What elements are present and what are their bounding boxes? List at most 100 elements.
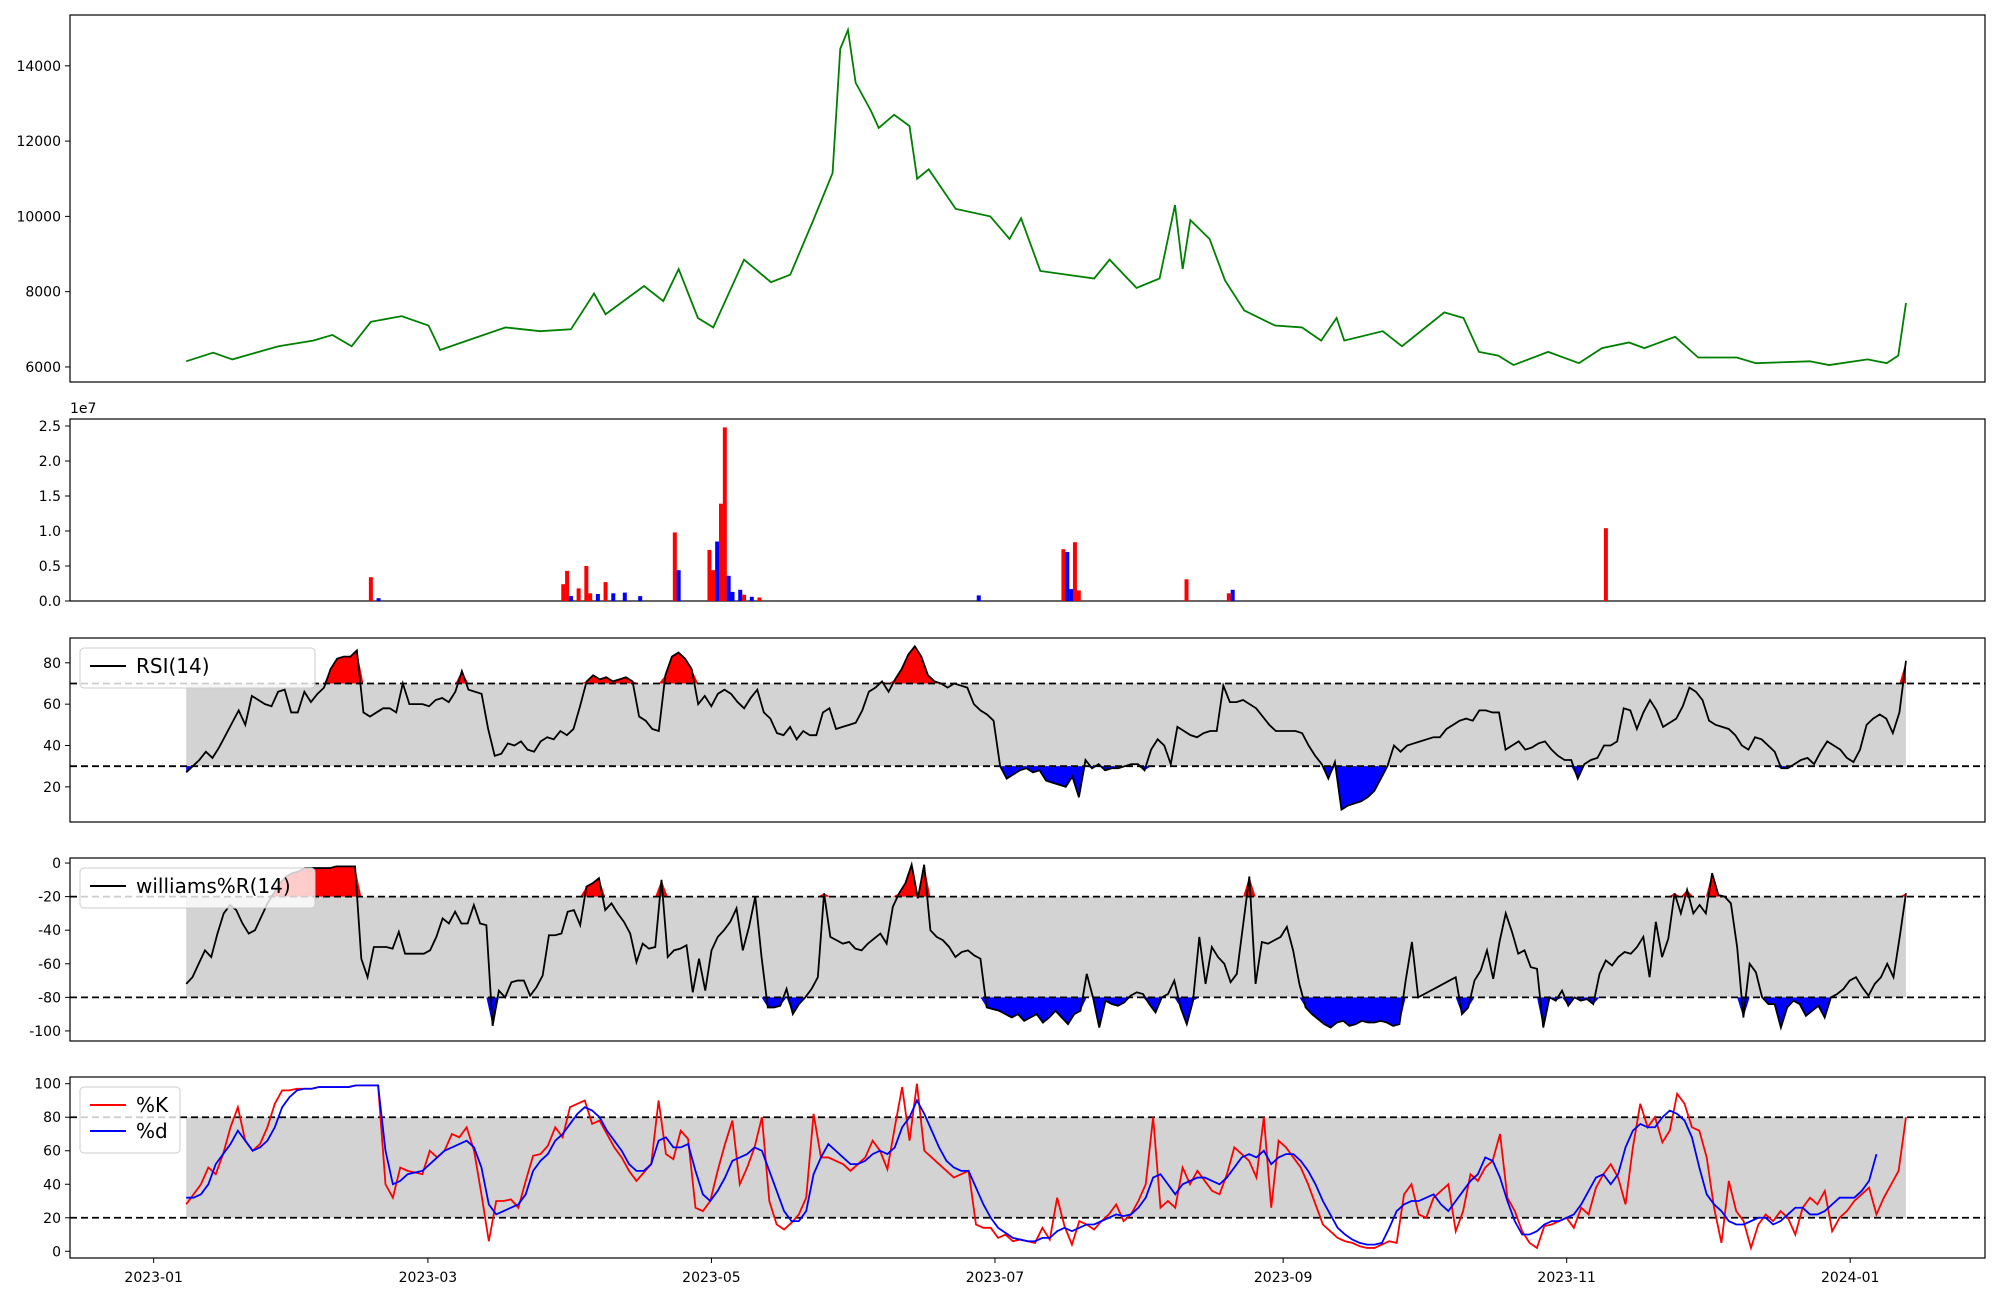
volume-bar — [588, 593, 593, 601]
volume-bar — [1069, 589, 1074, 601]
x-tick-label: 2024-01 — [1821, 1270, 1880, 1286]
y-tick-label: 12000 — [16, 134, 61, 150]
price-panel: 6000 8000 10000 12000 14000 — [16, 14, 1986, 383]
y-tick-label: 2.0 — [39, 454, 61, 470]
x-tick-label: 2023-03 — [399, 1270, 458, 1286]
volume-bar — [1226, 593, 1231, 601]
legend-label: %d — [136, 1119, 168, 1143]
y-tick-label: 60 — [43, 697, 61, 713]
neutral-band — [186, 683, 1906, 767]
volume-bar — [603, 582, 608, 601]
volume-bar — [1184, 579, 1189, 601]
volume-bar — [672, 532, 677, 601]
volume-bar — [622, 592, 627, 601]
volume-bar — [611, 593, 616, 601]
y-tick-label: 0 — [52, 856, 61, 872]
y-tick-label: 14000 — [16, 59, 61, 75]
neutral-band — [186, 896, 1906, 998]
x-tick-label: 2023-01 — [124, 1270, 183, 1286]
y-tick-label: 80 — [43, 656, 61, 672]
volume-bar — [1072, 542, 1077, 601]
y-tick-label: 60 — [43, 1144, 61, 1160]
y-tick-label: 1.0 — [39, 524, 61, 540]
volume-bar — [738, 589, 743, 601]
y-tick-label: 80 — [43, 1110, 61, 1126]
volume-bar — [707, 549, 712, 601]
y-tick-label: -60 — [38, 957, 61, 973]
y-tick-label: 8000 — [25, 285, 61, 301]
overbought-fill — [186, 646, 1906, 684]
d-line — [186, 1084, 1878, 1246]
legend: williams%R(14) — [79, 867, 316, 909]
volume-bar — [1230, 589, 1235, 601]
y-tick-label: 0.5 — [39, 559, 61, 575]
y-tick-label: 2.5 — [39, 419, 61, 435]
volume-bar — [676, 570, 681, 601]
plot-frame — [69, 418, 1986, 602]
volume-bar — [1076, 590, 1081, 601]
legend-label: %K — [136, 1093, 169, 1117]
plot-frame — [69, 1076, 1986, 1259]
y-tick-label: 40 — [43, 739, 61, 755]
volume-bar — [749, 596, 754, 601]
volume-bar — [757, 597, 762, 601]
stochastic-panel: 0 20 40 60 80 100 %K%d — [34, 1076, 1986, 1260]
volume-bar — [742, 594, 747, 601]
williams-panel: -100 -80 -60 -40 -20 0 williams%R(14) — [29, 856, 1986, 1042]
volume-bar — [568, 596, 573, 601]
y-tick-label: -20 — [38, 890, 61, 906]
shared-x-axis: 2023-01 2023-03 2023-05 2023-07 2023-09 2023-… — [124, 1258, 1879, 1286]
volume-bar — [576, 588, 581, 601]
volume-bar — [376, 598, 381, 601]
volume-bar — [1603, 528, 1608, 601]
volume-bar — [722, 427, 727, 601]
x-tick-label: 2023-05 — [682, 1270, 741, 1286]
legend-label: RSI(14) — [136, 654, 210, 678]
volume-bar — [1065, 552, 1070, 601]
y-offset-label: 1e7 — [70, 401, 96, 417]
volume-bar — [561, 584, 566, 601]
oversold-fill — [186, 997, 1906, 1028]
volume-bar — [715, 541, 720, 601]
rsi-line — [185, 644, 1907, 812]
x-tick-label: 2023-09 — [1254, 1270, 1313, 1286]
y-tick-label: -100 — [29, 1024, 61, 1040]
x-tick-label: 2023-11 — [1537, 1270, 1596, 1286]
y-tick-label: -80 — [38, 990, 61, 1006]
y-tick-label: 40 — [43, 1177, 61, 1193]
y-tick-label: 0.0 — [39, 594, 61, 610]
plot-frame — [69, 637, 1986, 823]
legend: %K%d — [79, 1086, 181, 1154]
volume-bar — [638, 596, 643, 601]
y-tick-label: 20 — [43, 1211, 61, 1227]
y-tick-label: 6000 — [25, 360, 61, 376]
y-tick-label: 100 — [34, 1077, 61, 1093]
rsi-panel: 20 40 60 80 RSI(14) — [43, 637, 1986, 823]
y-tick-label: -40 — [38, 923, 61, 939]
plot-frame — [69, 14, 1986, 383]
legend: RSI(14) — [79, 647, 316, 689]
y-tick-label: 1.5 — [39, 489, 61, 505]
volume-panel: 0.0 0.5 1.0 1.5 2.0 2.5 1e7 — [39, 401, 1986, 610]
volume-bar — [730, 591, 735, 601]
volume-bar — [368, 577, 373, 601]
volume-bar — [726, 575, 731, 601]
williams-line — [185, 861, 1907, 1031]
y-tick-label: 20 — [43, 780, 61, 796]
oversold-fill — [186, 766, 1906, 810]
y-tick-label: 10000 — [16, 209, 61, 225]
volume-bar — [1061, 549, 1066, 601]
plot-frame — [69, 857, 1986, 1042]
neutral-band — [186, 1117, 1906, 1218]
volume-bar — [976, 595, 981, 601]
volume-bar — [718, 503, 723, 601]
y-tick-label: 0 — [52, 1244, 61, 1260]
volume-bar — [595, 594, 600, 601]
price-line — [185, 26, 1907, 367]
volume-bar — [584, 566, 589, 601]
x-tick-label: 2023-07 — [966, 1270, 1025, 1286]
volume-bar — [565, 570, 570, 601]
legend-label: williams%R(14) — [136, 874, 291, 898]
overbought-fill — [186, 864, 1906, 897]
